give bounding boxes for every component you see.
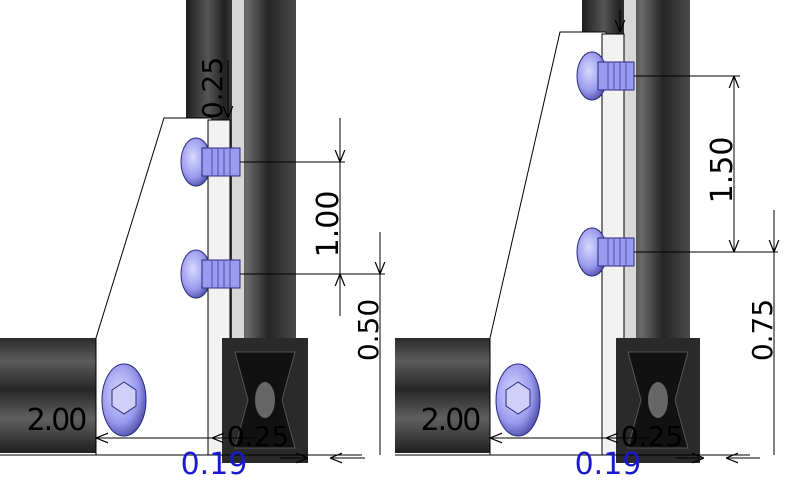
dim-lower-label: 0.50 [352,299,385,361]
dim-lower-label: 0.75 [746,299,779,361]
dim-rail-label: 0.25 [227,420,289,453]
horizontal-extrusion [0,338,100,453]
bolt-icon [101,363,147,437]
dim-spacing-label: 1.50 [705,137,740,204]
dim-width-label: 2.00 [27,403,87,438]
dimension-lines [395,10,778,458]
dim-top-label: 0.25 [196,57,229,119]
extrusion-slot [624,0,636,345]
bolt-icon [180,137,241,187]
bolt-icon [576,227,635,277]
left-view: 0.25 1.00 0.50 2.00 0.25 0.19 [0,0,385,482]
rail-cross-section [616,338,700,463]
bolt-icon [495,363,541,437]
dimension-lines [0,60,385,458]
dim-offset-label: 0.19 [181,447,248,480]
bolt-icon [576,51,635,101]
dim-spacing-label: 1.00 [311,191,346,258]
dim-width-label: 2.00 [421,403,481,438]
bolt-icon [180,249,241,299]
horizontal-extrusion [395,338,490,453]
rail-cross-section [222,338,308,463]
dim-rail-label: 0.25 [621,420,683,453]
right-view: 1.50 0.75 2.00 0.25 0.19 [395,0,779,482]
dim-offset-label: 0.19 [575,447,642,480]
